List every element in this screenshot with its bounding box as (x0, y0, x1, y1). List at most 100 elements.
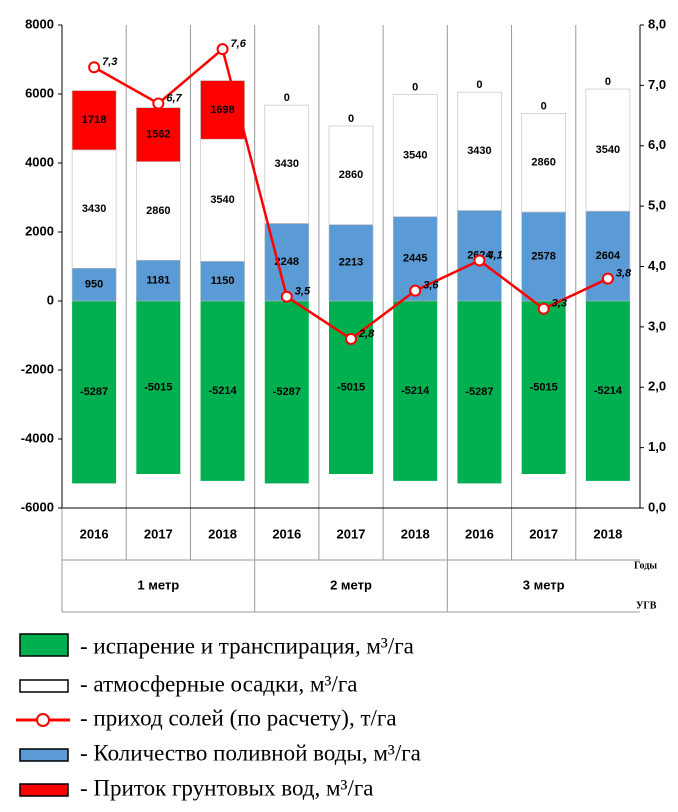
y2-tick-label: 7,0 (648, 77, 666, 92)
line-label: 4,1 (486, 249, 502, 261)
y-tick-label: 0 (47, 292, 54, 307)
bar-label: 3540 (403, 149, 427, 161)
group-label: 2 метр (330, 577, 372, 592)
x-tick-label: 2017 (337, 526, 366, 541)
line-marker (88, 61, 101, 74)
bar-label: -5015 (144, 381, 172, 393)
bar-label: -5214 (401, 385, 430, 397)
bar-label: -5214 (594, 385, 623, 397)
bar (457, 91, 502, 211)
y2-tick-label: 3,0 (648, 318, 666, 333)
bar (392, 94, 438, 217)
bar-label: -5287 (273, 386, 301, 398)
bar-label: 2860 (339, 169, 363, 181)
bar-label: -5287 (80, 386, 108, 398)
line-marker (409, 284, 422, 297)
bar-label: 0 (348, 113, 354, 125)
bar-label: 3430 (467, 145, 491, 157)
bar (328, 125, 374, 225)
bar (585, 301, 630, 481)
y-tick-label: 4000 (25, 154, 54, 169)
y2-tick-label: 4,0 (648, 258, 666, 273)
x-annotation: Годы (634, 560, 657, 571)
bar-label: 1181 (146, 275, 170, 287)
y2-tick-label: 5,0 (648, 198, 666, 213)
bar (200, 138, 245, 262)
legend-label: - атмосферные осадки, м³/га (80, 671, 357, 696)
bar (585, 88, 631, 212)
line-label: 7,3 (102, 56, 117, 68)
legend-label: - приход солей (по расчету), т/га (80, 705, 397, 730)
bar (72, 301, 117, 484)
x-annotation: УГВ (636, 600, 657, 611)
group-label: 1 метр (137, 577, 179, 592)
y2-tick-label: 2,0 (648, 379, 666, 394)
bar-label: 2578 (531, 250, 555, 262)
line-marker (152, 97, 165, 110)
bar (136, 107, 181, 162)
y2-tick-label: 8,0 (648, 16, 666, 31)
x-tick-label: 2016 (272, 526, 301, 541)
bar (393, 301, 438, 481)
legend-swatch (19, 748, 69, 762)
bar-label: 0 (284, 92, 290, 104)
y-tick-label: -4000 (21, 430, 54, 445)
bar (264, 104, 310, 224)
y-tick-label: 2000 (25, 223, 54, 238)
bar-label: 1150 (211, 275, 235, 287)
bar-label: 0 (412, 81, 418, 93)
legend-label: - испарение и транспирация, м³/га (80, 633, 414, 658)
legend-label: - Количество поливной воды, м³/га (80, 740, 421, 765)
bar-label: 1562 (146, 129, 170, 141)
bar (328, 224, 374, 302)
line-label: 3,3 (552, 298, 567, 310)
legend-marker (36, 713, 50, 727)
bar-label: 3430 (82, 203, 106, 215)
line-label: 3,8 (616, 267, 632, 279)
group-label: 3 метр (523, 577, 565, 592)
y-tick-label: -2000 (21, 361, 54, 376)
line-marker (280, 290, 293, 303)
x-tick-label: 2018 (208, 526, 237, 541)
bar-label: -5214 (208, 385, 237, 397)
legend-swatch (19, 633, 69, 657)
line-marker (345, 332, 357, 345)
bar-label: 2604 (596, 250, 621, 262)
bar-label: 2860 (146, 205, 170, 217)
bar (136, 301, 181, 475)
bar-label: -5015 (530, 381, 558, 393)
y2-tick-label: 0,0 (648, 499, 666, 514)
line-marker (537, 302, 550, 315)
line-label: 7,6 (231, 38, 247, 50)
y2-tick-label: 1,0 (648, 439, 666, 454)
y2-tick-label: 6,0 (648, 137, 666, 152)
y-tick-label: 6000 (25, 85, 54, 100)
bar-label: 0 (476, 79, 482, 91)
bar (521, 113, 566, 213)
bar (200, 261, 245, 302)
bar-label: 2860 (531, 157, 555, 169)
bar (521, 301, 566, 475)
bar (136, 161, 181, 261)
bar-label: -5287 (465, 386, 493, 398)
bar-label: 2445 (403, 253, 427, 265)
line-label: 2,8 (358, 328, 375, 340)
bar-label: 3430 (275, 158, 299, 170)
bar-label: -5015 (337, 381, 365, 393)
x-tick-label: 2016 (80, 526, 109, 541)
bar (136, 259, 181, 302)
y-tick-label: -6000 (21, 499, 54, 514)
line-marker (601, 272, 614, 285)
line-label: 6,7 (166, 92, 182, 104)
bar (71, 90, 117, 151)
bar-label: 3540 (210, 194, 234, 206)
x-tick-label: 2017 (144, 526, 173, 541)
bar-label: 0 (605, 76, 611, 88)
bar-label: 3540 (596, 144, 620, 156)
bar (264, 301, 309, 484)
bar (521, 211, 566, 302)
line-marker (473, 254, 486, 267)
x-tick-label: 2017 (529, 526, 558, 541)
bar (457, 301, 502, 484)
